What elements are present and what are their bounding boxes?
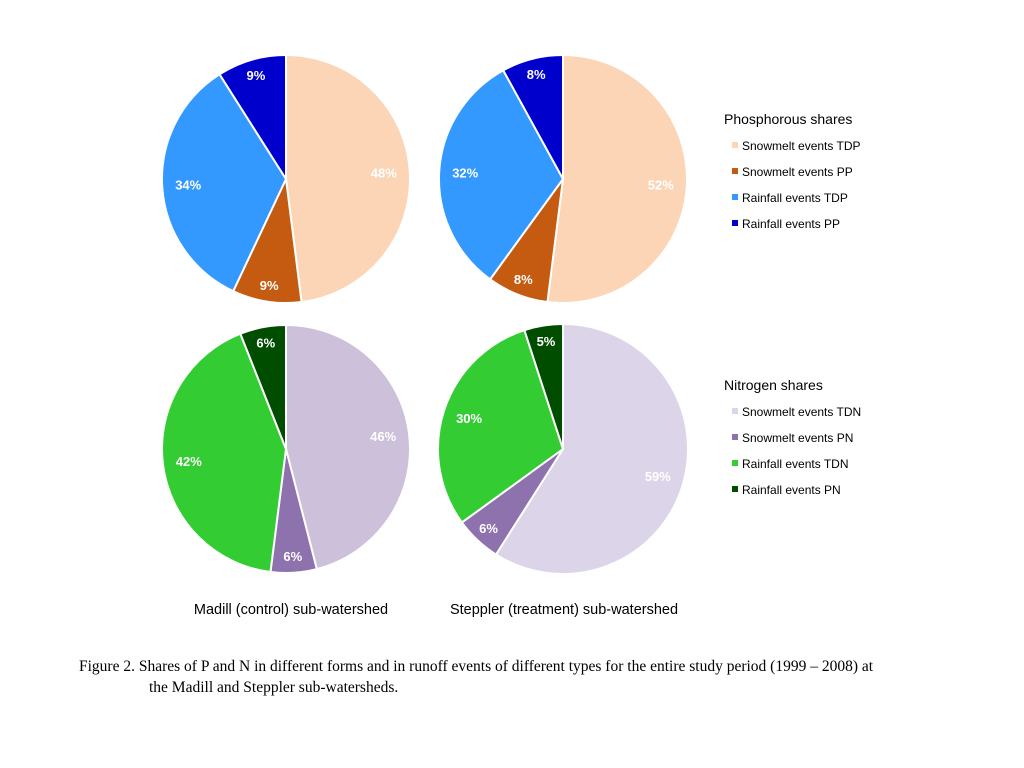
pie-slice xyxy=(161,332,288,574)
legend-swatch xyxy=(732,460,738,466)
slice-data-label: 5% xyxy=(537,334,556,349)
slice-data-label: 34% xyxy=(175,178,201,193)
caption-line-2: the Madill and Steppler sub-watersheds. xyxy=(149,679,399,696)
pie-chart-4: 59% 6% 30% 5% xyxy=(437,322,689,575)
legend-swatch xyxy=(732,486,738,492)
slice-data-label: 32% xyxy=(452,165,478,180)
legend-swatch xyxy=(732,194,738,200)
figure-caption: Figure 2. Shares of P and N in different… xyxy=(79,656,979,698)
pie-slice xyxy=(285,323,411,571)
legend-swatch xyxy=(732,408,738,414)
pie-slice xyxy=(438,68,565,281)
legend-item-label: Rainfall events TDP xyxy=(742,191,848,205)
pie-slice xyxy=(546,53,688,304)
legend-item-label: Snowmelt events TDN xyxy=(742,405,861,419)
pie-slice xyxy=(494,322,689,575)
legend-1: Phosphorous shares Snowmelt events TDP Sno… xyxy=(724,111,861,231)
slice-data-label: 59% xyxy=(645,469,671,484)
slice-data-label: 6% xyxy=(283,549,302,564)
legend-swatch xyxy=(732,434,738,440)
pie-slice xyxy=(501,53,564,180)
pie-slice xyxy=(218,53,287,183)
legend-swatch xyxy=(732,220,738,226)
slice-data-label: 8% xyxy=(514,272,533,287)
legend-item-label: Snowmelt events PN xyxy=(742,431,853,445)
pie-slice xyxy=(523,322,564,450)
pie-slice xyxy=(161,72,288,293)
slice-data-label: 8% xyxy=(527,67,546,82)
pie-chart-3: 46% 6% 42% 6% xyxy=(161,323,411,574)
legend-item-label: Rainfall events PN xyxy=(742,483,841,497)
slice-data-label: 9% xyxy=(260,278,279,293)
slice-data-label: 46% xyxy=(370,429,396,444)
slice-data-label: 52% xyxy=(648,178,674,193)
sub-watershed-label: Steppler (treatment) sub-watershed xyxy=(450,602,678,618)
legend-title: Phosphorous shares xyxy=(724,111,852,127)
pie-slice xyxy=(437,328,565,524)
pie-chart-1: 48% 9% 34% 9% xyxy=(161,53,411,304)
slice-data-label: 48% xyxy=(371,165,397,180)
legend-title: Nitrogen shares xyxy=(724,377,823,393)
slice-data-label: 42% xyxy=(176,454,202,469)
pie-slice xyxy=(239,323,287,450)
legend-item-label: Rainfall events PP xyxy=(742,217,840,231)
legend-swatch xyxy=(732,168,738,174)
pie-slice xyxy=(285,53,411,304)
legend-item-label: Rainfall events TDN xyxy=(742,457,849,471)
slice-data-label: 9% xyxy=(247,68,266,83)
legend-swatch xyxy=(732,142,738,148)
slice-data-label: 30% xyxy=(456,411,482,426)
slice-data-label: 6% xyxy=(256,336,275,351)
caption-line-1: Figure 2. Shares of P and N in different… xyxy=(79,658,874,675)
slice-data-label: 6% xyxy=(479,521,498,536)
legend-2: Nitrogen shares Snowmelt events TDN Snowme… xyxy=(724,377,861,497)
legend-item-label: Snowmelt events TDP xyxy=(742,139,861,153)
sub-watershed-label: Madill (control) sub-watershed xyxy=(194,602,388,618)
legend-item-label: Snowmelt events PP xyxy=(742,165,853,179)
pie-chart-2: 52% 8% 32% 8% xyxy=(438,53,688,304)
